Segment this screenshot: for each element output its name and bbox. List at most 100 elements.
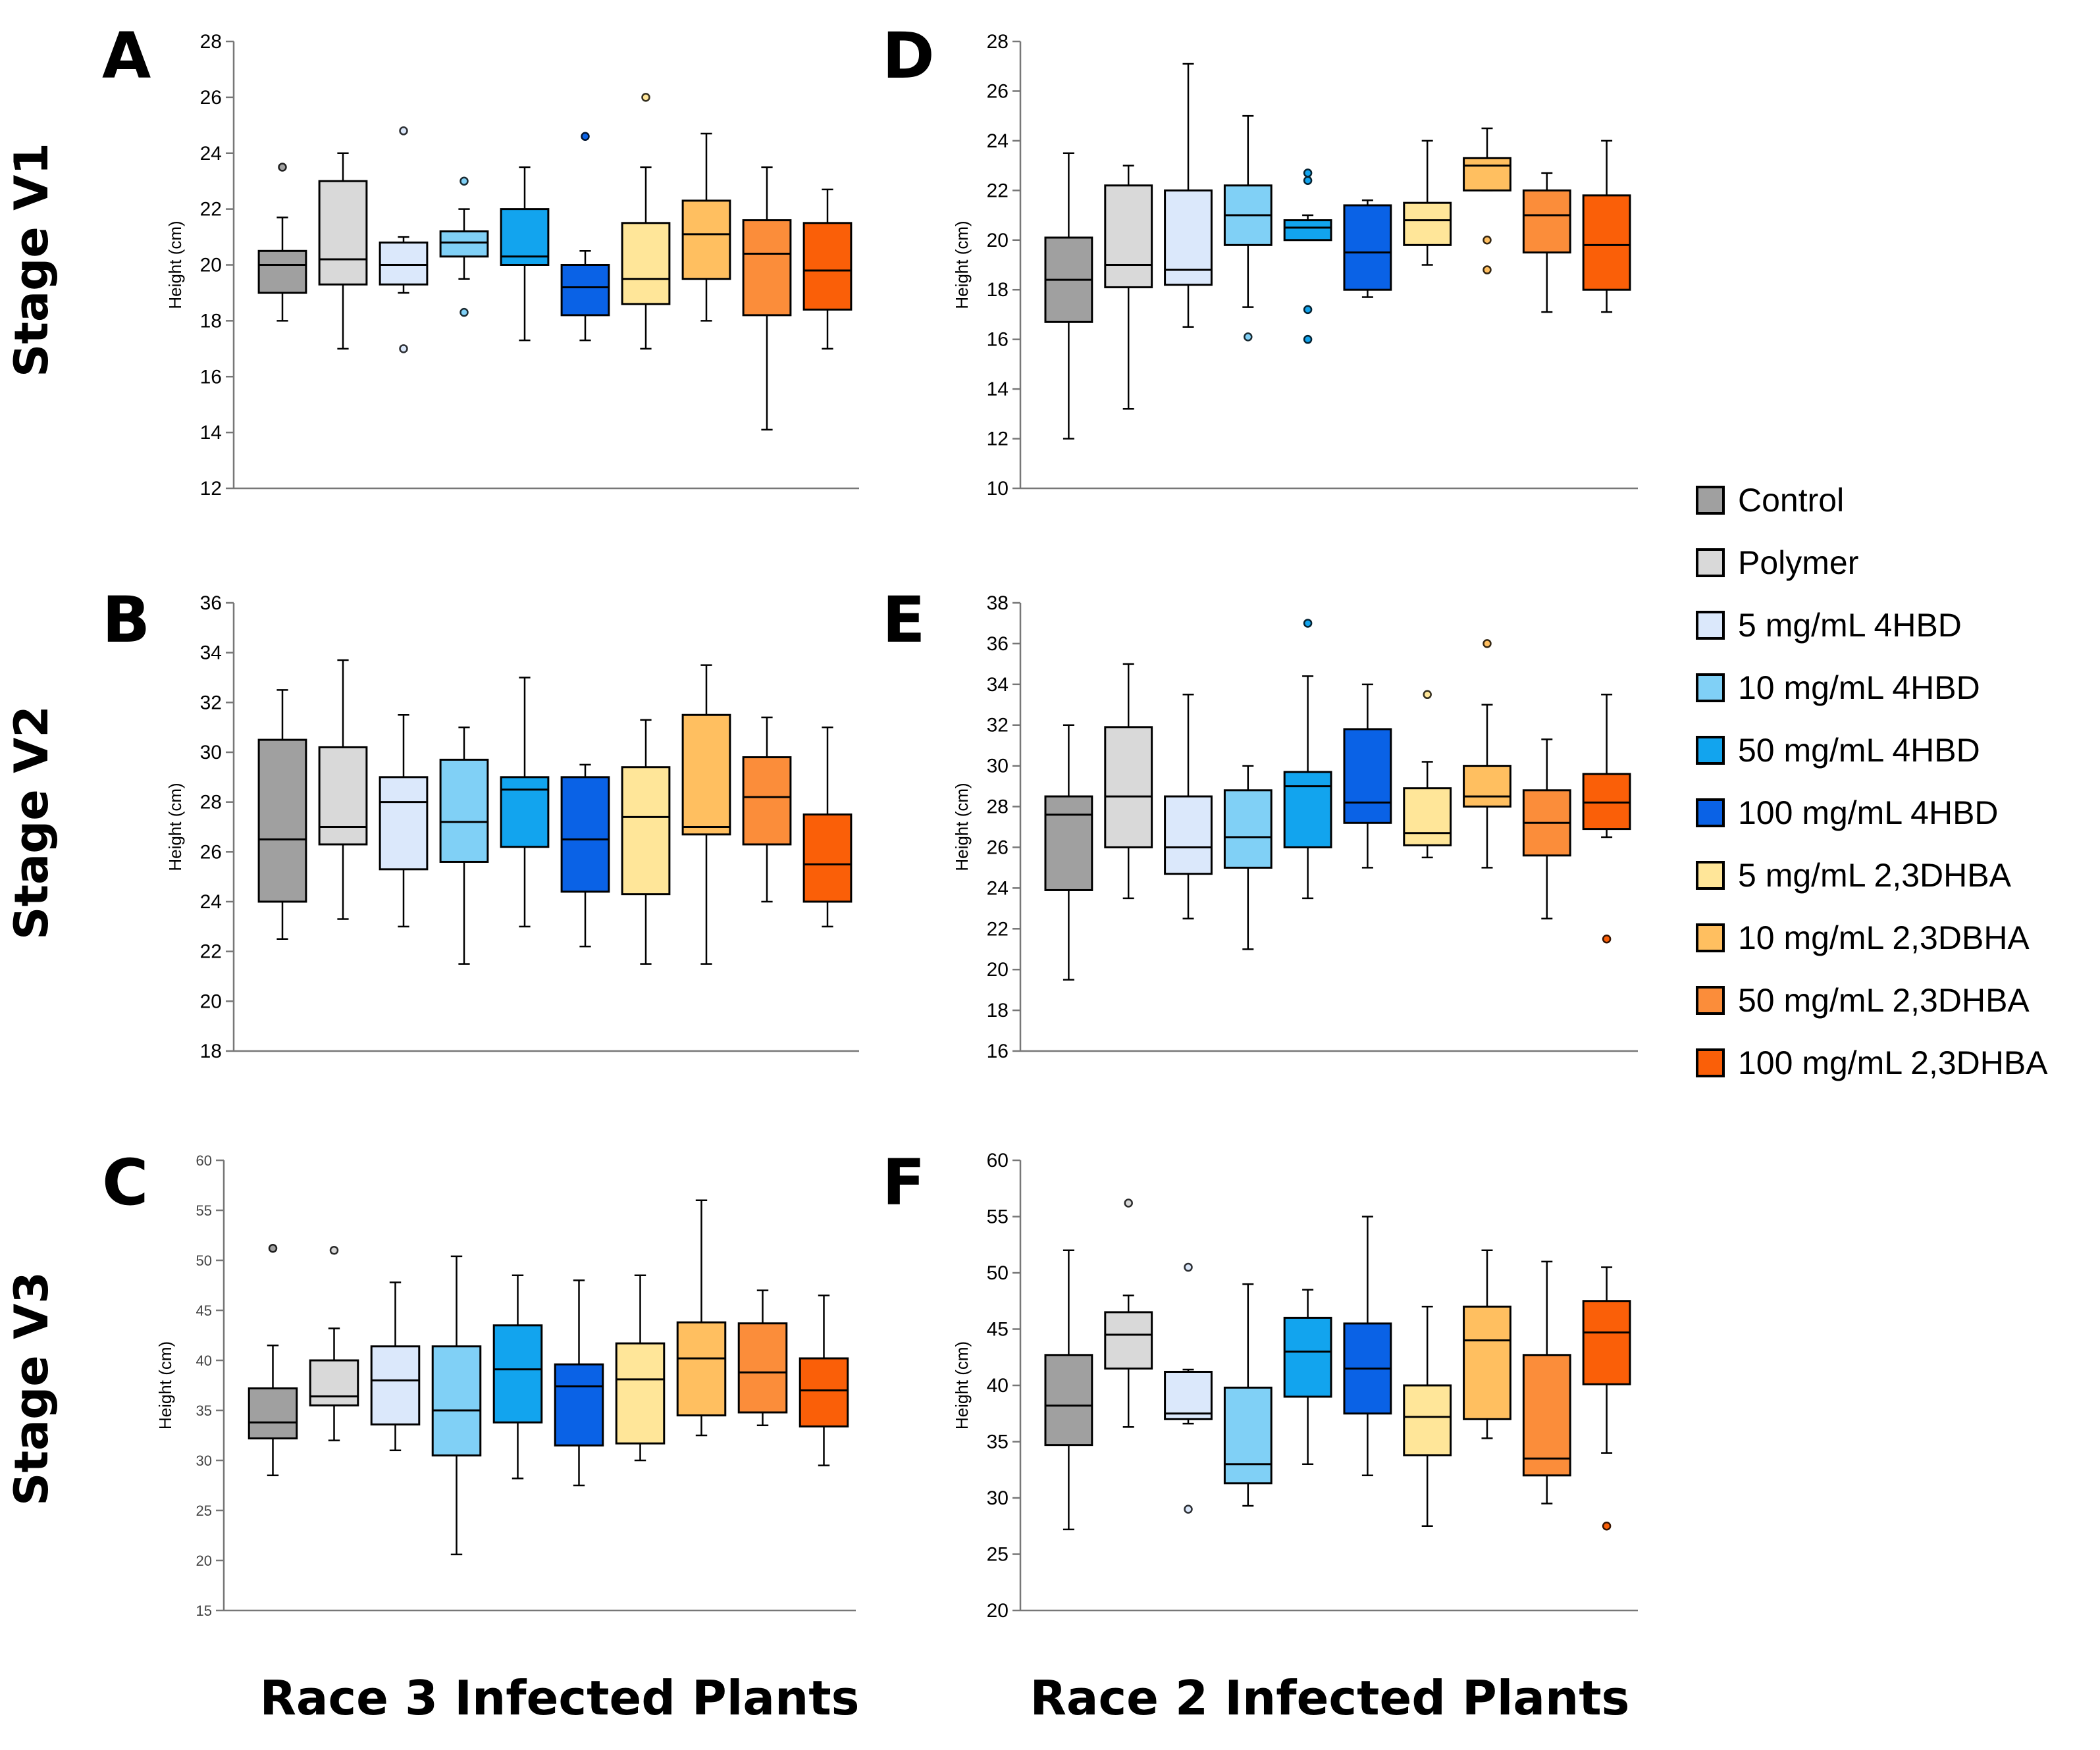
box-e-4 xyxy=(1223,765,1273,950)
outlier-point xyxy=(1303,334,1313,344)
y-tick-label: 24 xyxy=(200,891,222,913)
y-tick-label: 32 xyxy=(200,692,222,713)
legend-swatch xyxy=(1696,736,1725,765)
y-tick-label: 28 xyxy=(200,31,222,53)
box-f-6 xyxy=(1343,1216,1392,1477)
box-iqr xyxy=(318,746,368,846)
box-iqr xyxy=(439,230,489,258)
y-tick-label: 24 xyxy=(987,130,1009,152)
y-tick-label: 22 xyxy=(987,180,1009,201)
box-iqr xyxy=(1044,1354,1093,1447)
y-tick-label: 35 xyxy=(196,1403,212,1419)
y-tick-label: 20 xyxy=(200,255,222,276)
outlier-point xyxy=(1602,1522,1612,1531)
chart-panel-e: 16 18 20 22 24 26 28 30 32 34 36 38 Height (cm) xyxy=(952,592,1638,1062)
box-c-10 xyxy=(799,1294,849,1466)
box-f-5 xyxy=(1283,1289,1332,1465)
outlier-point xyxy=(581,132,590,142)
box-iqr xyxy=(681,199,731,280)
y-tick-label: 45 xyxy=(196,1302,212,1319)
outlier-point xyxy=(278,163,287,172)
legend-label: 10 mg/mL 2,3DBHA xyxy=(1738,919,2030,956)
legend-item-7: 5 mg/mL 2,3DHBA xyxy=(1696,857,2012,894)
box-iqr xyxy=(431,1345,482,1456)
box-iqr xyxy=(318,180,368,286)
box-iqr xyxy=(1223,1386,1273,1485)
box-e-6 xyxy=(1343,683,1392,869)
box-f-7 xyxy=(1403,1306,1452,1527)
y-tick-label: 40 xyxy=(196,1352,212,1369)
box-d-2 xyxy=(1104,165,1153,410)
y-tick-label: 50 xyxy=(987,1262,1009,1284)
y-tick-label: 40 xyxy=(987,1375,1009,1397)
y-tick-label: 22 xyxy=(987,918,1009,940)
legend-swatch xyxy=(1696,1048,1725,1077)
panel-letter-d: D xyxy=(882,19,935,93)
y-tick-label: 18 xyxy=(987,1000,1009,1021)
box-iqr xyxy=(1343,204,1392,291)
box-a-9 xyxy=(742,166,792,431)
y-tick-label: 45 xyxy=(987,1319,1009,1341)
outlier-point xyxy=(1602,935,1612,944)
box-e-7 xyxy=(1403,690,1452,859)
box-iqr xyxy=(560,776,610,893)
box-iqr xyxy=(1582,1300,1631,1385)
box-f-10 xyxy=(1582,1266,1631,1531)
y-tick-label: 25 xyxy=(196,1503,212,1519)
box-f-4 xyxy=(1223,1283,1273,1507)
box-b-7 xyxy=(621,719,671,965)
box-iqr xyxy=(1582,194,1631,291)
box-d-10 xyxy=(1582,140,1631,313)
y-tick-label: 55 xyxy=(196,1202,212,1219)
y-tick-label: 12 xyxy=(200,478,222,500)
box-a-8 xyxy=(681,132,731,322)
box-d-4 xyxy=(1223,115,1273,342)
y-tick-label: 22 xyxy=(200,199,222,220)
box-f-3 xyxy=(1164,1262,1213,1514)
legend-label: 10 mg/mL 4HBD xyxy=(1738,669,1980,706)
y-tick-label: 36 xyxy=(987,633,1009,655)
box-e-1 xyxy=(1044,724,1093,981)
stage-label-v3: Stage V3 xyxy=(5,1272,59,1506)
box-b-6 xyxy=(560,763,610,948)
legend-label: 5 mg/mL 4HBD xyxy=(1738,607,1962,644)
y-tick-label: 20 xyxy=(987,230,1009,251)
legend-item-8: 10 mg/mL 2,3DBHA xyxy=(1696,919,2030,956)
legend-label: Polymer xyxy=(1738,544,1858,581)
outlier-point xyxy=(1303,176,1313,185)
box-a-10 xyxy=(802,188,853,350)
y-tick-label: 18 xyxy=(200,310,222,332)
box-iqr xyxy=(1522,189,1571,254)
legend-swatch xyxy=(1696,611,1725,640)
outlier-point xyxy=(1483,265,1492,274)
y-tick-label: 24 xyxy=(200,143,222,165)
box-a-7 xyxy=(621,93,671,350)
y-tick-label: 30 xyxy=(196,1453,212,1469)
y-tick-label: 25 xyxy=(987,1544,1009,1566)
outlier-point xyxy=(1483,639,1492,648)
box-iqr xyxy=(802,222,853,311)
y-axis-title: Height (cm) xyxy=(165,220,185,309)
box-b-2 xyxy=(318,659,368,920)
box-f-2 xyxy=(1104,1198,1153,1428)
box-iqr xyxy=(257,738,307,903)
box-b-4 xyxy=(439,726,489,965)
legend-item-5: 50 mg/mL 4HBD xyxy=(1696,732,1980,769)
box-iqr xyxy=(257,249,307,294)
box-iqr xyxy=(1582,773,1631,831)
y-tick-label: 30 xyxy=(987,1487,1009,1509)
box-iqr xyxy=(1164,795,1213,875)
box-iqr xyxy=(379,776,429,871)
box-iqr xyxy=(1104,184,1153,288)
outlier-point xyxy=(399,126,408,136)
y-tick-label: 26 xyxy=(200,87,222,109)
outlier-point xyxy=(1184,1505,1193,1514)
y-tick-label: 60 xyxy=(987,1150,1009,1171)
box-iqr xyxy=(742,219,792,317)
box-c-5 xyxy=(492,1274,543,1480)
box-c-6 xyxy=(554,1279,604,1487)
box-b-8 xyxy=(681,664,731,965)
chart-panel-f: 20 25 30 35 40 45 50 55 60 Height (cm) xyxy=(952,1150,1638,1622)
outlier-point xyxy=(1303,168,1313,178)
